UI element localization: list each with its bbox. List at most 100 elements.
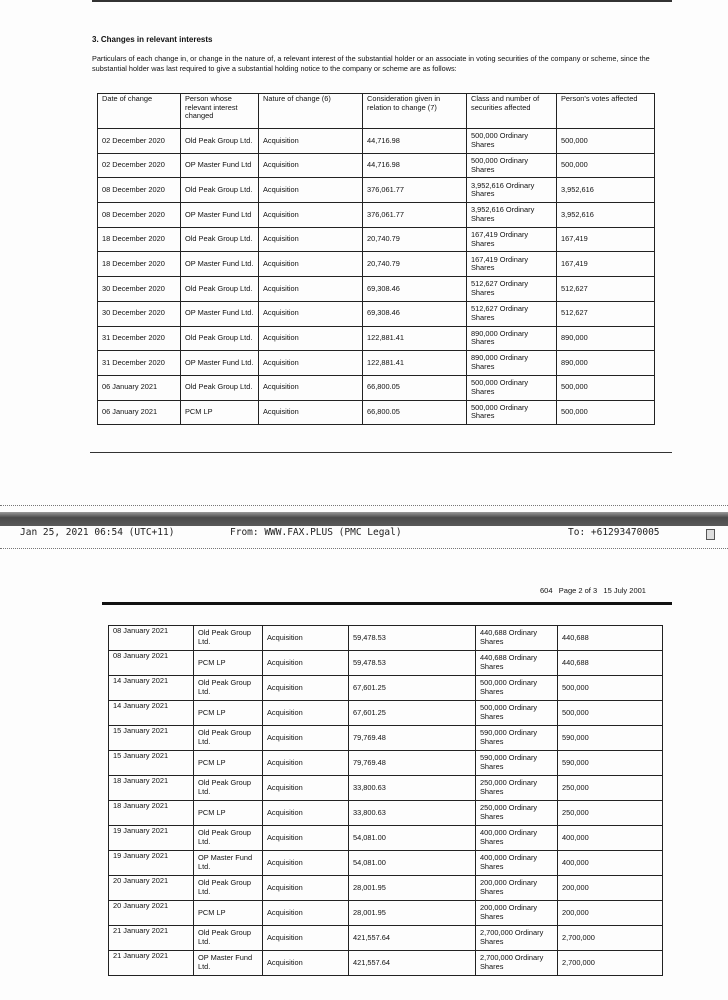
cell-date: 08 January 2021 — [108, 625, 194, 651]
cell-person: Old Peak Group Ltd. — [180, 374, 259, 401]
cell-votes: 250,000 — [557, 775, 663, 801]
cell-consideration: 122,881.41 — [362, 350, 467, 376]
cell-date: 06 January 2021 — [97, 399, 181, 426]
cell-nature: Acquisition — [262, 800, 349, 826]
table-row: 14 January 2021 PCM LP Acquisition 67,601.2… — [108, 700, 663, 726]
cell-date: 19 January 2021 — [108, 825, 194, 851]
scan-edge — [0, 505, 728, 507]
cell-date: 18 January 2021 — [108, 775, 194, 801]
cell-votes: 500,000 — [556, 152, 655, 179]
cell-consideration: 44,716.98 — [362, 128, 467, 154]
cell-date: 14 January 2021 — [108, 675, 194, 701]
cell-consideration: 421,557.64 — [348, 950, 476, 976]
cell-class-securities: 200,000 Ordinary Shares — [475, 900, 558, 926]
cell-nature: Acquisition — [258, 226, 363, 253]
fax-header-bar — [0, 512, 728, 526]
table-row: 30 December 2020 Old Peak Group Ltd. Acqui… — [97, 276, 655, 302]
table-row: 18 January 2021 Old Peak Group Ltd. Acquis… — [108, 775, 663, 801]
fax-datetime: Jan 25, 2021 06:54 (UTC+11) — [20, 527, 175, 538]
cell-consideration: 69,308.46 — [362, 276, 467, 302]
cell-nature: Acquisition — [262, 875, 349, 901]
cell-consideration: 421,557.64 — [348, 925, 476, 951]
cell-person: OP Master Fund Ltd — [180, 202, 259, 228]
cell-class-securities: 400,000 Ordinary Shares — [475, 850, 558, 876]
cell-class-securities: 500,000 Ordinary Shares — [475, 675, 558, 701]
cell-class-securities: 590,000 Ordinary Shares — [475, 750, 558, 776]
cell-class-securities: 200,000 Ordinary Shares — [475, 875, 558, 901]
page-end-rule — [90, 452, 672, 453]
col-header-person: Person whose relevant interest changed — [180, 93, 259, 129]
cell-date: 20 January 2021 — [108, 900, 194, 926]
col-header-votes: Person's votes affected — [556, 93, 655, 129]
cell-class-securities: 890,000 Ordinary Shares — [466, 350, 557, 376]
table-row: 20 January 2021 PCM LP Acquisition 28,001.9… — [108, 900, 663, 926]
table-row: 06 January 2021 Old Peak Group Ltd. Acquis… — [97, 374, 655, 401]
cell-consideration: 20,740.79 — [362, 251, 467, 278]
table-header-row: Date of change Person whose relevant int… — [97, 93, 655, 129]
cell-consideration: 69,308.46 — [362, 300, 467, 327]
cell-date: 18 December 2020 — [97, 251, 181, 278]
cell-consideration: 67,601.25 — [348, 700, 476, 726]
cell-consideration: 59,478.53 — [348, 625, 476, 651]
cell-votes: 500,000 — [556, 399, 655, 426]
cell-nature: Acquisition — [262, 950, 349, 976]
form-number: 604 — [540, 586, 553, 595]
cell-votes: 250,000 — [557, 800, 663, 826]
cell-date: 02 December 2020 — [97, 152, 181, 179]
cell-votes: 500,000 — [557, 700, 663, 726]
top-box-border — [92, 0, 672, 2]
cell-votes: 200,000 — [557, 875, 663, 901]
cell-class-securities: 440,688 Ordinary Shares — [475, 625, 558, 651]
cell-date: 06 January 2021 — [97, 374, 181, 401]
cell-date: 02 December 2020 — [97, 128, 181, 154]
cell-votes: 440,688 — [557, 625, 663, 651]
cell-person: OP Master Fund Ltd — [180, 152, 259, 179]
cell-person: OP Master Fund Ltd. — [180, 300, 259, 327]
cell-class-securities: 440,688 Ordinary Shares — [475, 650, 558, 676]
cell-person: Old Peak Group Ltd. — [180, 325, 259, 352]
table-row: 30 December 2020 OP Master Fund Ltd. Acqui… — [97, 300, 655, 327]
cell-person: Old Peak Group Ltd. — [193, 825, 263, 851]
cell-consideration: 33,800.63 — [348, 775, 476, 801]
cell-date: 31 December 2020 — [97, 350, 181, 376]
changes-table-page-2: 08 January 2021 Old Peak Group Ltd. Acquis… — [108, 625, 663, 976]
cell-date: 20 January 2021 — [108, 875, 194, 901]
cell-class-securities: 590,000 Ordinary Shares — [475, 725, 558, 751]
cell-nature: Acquisition — [258, 350, 363, 376]
cell-class-securities: 890,000 Ordinary Shares — [466, 325, 557, 352]
cell-votes: 512,627 — [556, 276, 655, 302]
cell-votes: 500,000 — [557, 675, 663, 701]
cell-date: 15 January 2021 — [108, 725, 194, 751]
cell-person: Old Peak Group Ltd. — [180, 276, 259, 302]
cell-date: 21 January 2021 — [108, 950, 194, 976]
col-header-class: Class and number of securities affected — [466, 93, 557, 129]
cell-consideration: 33,800.63 — [348, 800, 476, 826]
cell-votes: 440,688 — [557, 650, 663, 676]
table-row: 19 January 2021 OP Master Fund Ltd. Acquis… — [108, 850, 663, 876]
cell-votes: 3,952,616 — [556, 202, 655, 228]
cell-class-securities: 500,000 Ordinary Shares — [466, 399, 557, 426]
cell-class-securities: 500,000 Ordinary Shares — [475, 700, 558, 726]
table-row: 08 January 2021 Old Peak Group Ltd. Acquis… — [108, 625, 663, 651]
page-footer: 604 Page 2 of 3 15 July 2001 — [540, 586, 646, 595]
cell-nature: Acquisition — [258, 128, 363, 154]
cell-date: 30 December 2020 — [97, 300, 181, 327]
cell-person: Old Peak Group Ltd. — [193, 625, 263, 651]
cell-date: 14 January 2021 — [108, 700, 194, 726]
cell-person: Old Peak Group Ltd. — [180, 226, 259, 253]
cell-person: OP Master Fund Ltd. — [180, 251, 259, 278]
cell-votes: 590,000 — [557, 750, 663, 776]
cell-class-securities: 167,419 Ordinary Shares — [466, 226, 557, 253]
cell-consideration: 28,001.95 — [348, 875, 476, 901]
cell-votes: 200,000 — [557, 900, 663, 926]
cell-date: 19 January 2021 — [108, 850, 194, 876]
table-row: 18 December 2020 Old Peak Group Ltd. Acqui… — [97, 226, 655, 253]
cell-consideration: 376,061.77 — [362, 177, 467, 204]
table-row: 06 January 2021 PCM LP Acquisition 66,800.0… — [97, 399, 655, 426]
cell-person: Old Peak Group Ltd. — [193, 775, 263, 801]
cell-votes: 890,000 — [556, 350, 655, 376]
table-row: 14 January 2021 Old Peak Group Ltd. Acquis… — [108, 675, 663, 701]
cell-votes: 2,700,000 — [557, 950, 663, 976]
cell-consideration: 79,769.48 — [348, 750, 476, 776]
